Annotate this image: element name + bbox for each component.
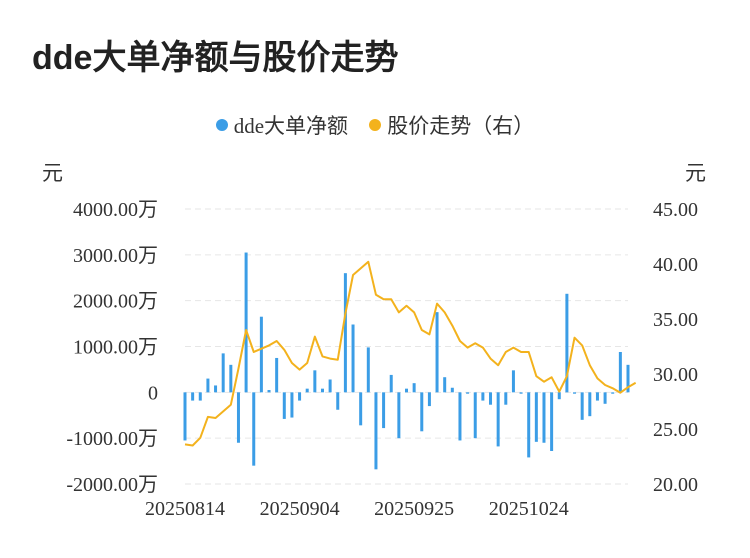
dde-bar <box>259 316 263 393</box>
dde-bar <box>236 392 240 443</box>
dde-bar <box>450 387 454 393</box>
y-right-tick-label: 30.00 <box>653 364 698 386</box>
dde-bar <box>435 312 439 393</box>
dde-bar <box>626 364 630 393</box>
y-left-tick-label: 0 <box>148 382 158 404</box>
dde-bar <box>565 293 569 393</box>
dde-bar <box>504 392 508 405</box>
right-axis-unit: 元 <box>685 161 706 185</box>
dde-bar <box>229 364 233 393</box>
dde-bar <box>588 392 592 417</box>
dde-bar <box>443 377 447 393</box>
dde-bar <box>595 392 599 401</box>
dde-bar <box>298 392 302 401</box>
dde-bar <box>420 392 424 432</box>
dde-bar <box>366 347 370 393</box>
dde-bar <box>603 392 607 404</box>
dde-bar <box>519 392 523 394</box>
dde-bar <box>573 392 577 394</box>
dde-bar <box>557 392 561 400</box>
dde-bar <box>511 370 515 393</box>
dde-bar <box>374 392 378 470</box>
dde-bar <box>320 388 324 393</box>
dde-bar <box>496 392 500 447</box>
dde-bar <box>244 252 248 393</box>
legend-label-price: 股价走势（右） <box>387 114 535 138</box>
dde-bar <box>550 392 554 451</box>
dde-bar <box>305 388 309 393</box>
y-left-tick-label: -2000.00万 <box>66 474 158 496</box>
left-axis-unit: 元 <box>42 161 63 185</box>
dde-bar <box>473 392 477 439</box>
dde-bar <box>359 392 363 426</box>
dde-bar <box>275 357 279 393</box>
dde-bar <box>290 392 294 418</box>
y-left-tick-label: 3000.00万 <box>73 245 158 267</box>
dde-bar <box>534 392 538 442</box>
dde-bar <box>611 392 615 394</box>
dde-bar <box>580 392 584 420</box>
y-left-tick-label: 2000.00万 <box>73 291 158 313</box>
x-tick-label: 20250904 <box>260 498 340 520</box>
dde-bar <box>198 392 202 401</box>
legend-dot-price <box>369 119 382 131</box>
dde-bar <box>427 392 431 407</box>
dde-bar <box>214 385 218 393</box>
dde-bar <box>328 379 332 393</box>
price-line <box>184 260 637 447</box>
dde-bar <box>221 353 225 393</box>
x-tick-label: 20250925 <box>374 498 454 520</box>
dde-bar <box>382 392 386 429</box>
dde-bar <box>397 392 401 439</box>
chart-legend: dde大单净额 股价走势（右） <box>0 110 750 140</box>
y-left-tick-label: 4000.00万 <box>73 199 158 221</box>
dde-bar <box>252 392 256 466</box>
y-right-tick-label: 35.00 <box>653 309 698 331</box>
dde-bar <box>405 388 408 393</box>
y-right-tick-label: 20.00 <box>653 474 698 496</box>
legend-label-dde: dde大单净额 <box>233 114 349 138</box>
dde-bar <box>351 324 355 393</box>
dde-bar <box>343 273 347 393</box>
y-right-tick-label: 25.00 <box>653 419 698 441</box>
dde-bar <box>412 383 416 393</box>
y-left-tick-label: 1000.00万 <box>73 337 158 359</box>
x-tick-label: 20250814 <box>145 498 225 520</box>
legend-dot-dde <box>215 119 228 131</box>
dde-bar <box>618 352 622 393</box>
y-left-tick-label: -1000.00万 <box>66 428 158 450</box>
y-right-tick-label: 45.00 <box>653 199 698 221</box>
y-right-tick-label: 40.00 <box>653 254 698 276</box>
dde-bar <box>489 392 493 405</box>
dde-bar <box>527 392 531 458</box>
dde-bar <box>282 392 286 419</box>
dde-bar <box>267 390 271 393</box>
dde-bar <box>466 392 470 394</box>
dde-bar <box>481 392 485 401</box>
dde-bar <box>542 392 546 443</box>
legend-item-price[interactable]: 股价走势（右） <box>369 110 534 140</box>
chart-title: dde大单净额与股价走势 <box>32 39 399 77</box>
legend-item-dde[interactable]: dde大单净额 <box>215 110 349 140</box>
dde-bar <box>458 392 462 441</box>
dde-bar <box>183 392 187 441</box>
dde-bar <box>206 378 210 393</box>
dde-bar <box>389 374 393 393</box>
dde-bar <box>336 392 340 410</box>
dde-bar <box>313 370 317 393</box>
x-tick-label: 20251024 <box>489 498 569 520</box>
dde-bar <box>191 392 195 401</box>
